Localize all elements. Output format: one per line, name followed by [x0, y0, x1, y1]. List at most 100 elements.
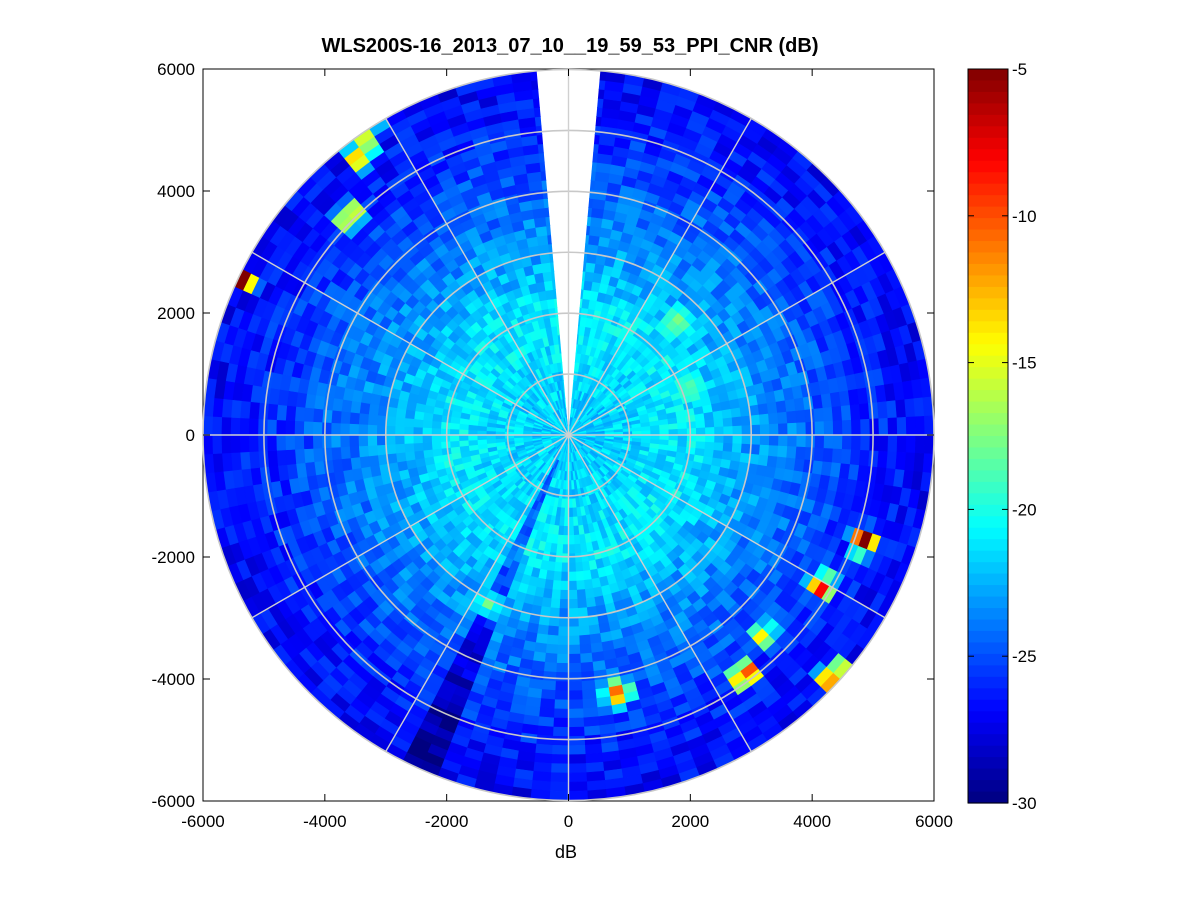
- cnr-cell: [714, 426, 725, 436]
- cnr-cell: [796, 422, 807, 436]
- cnr-cell: [547, 625, 559, 637]
- cnr-cell: [568, 535, 575, 545]
- cnr-cell: [568, 763, 587, 774]
- cnr-cell: [533, 752, 553, 764]
- colorbar-step: [968, 791, 1008, 804]
- cnr-cell: [924, 434, 935, 455]
- cnr-cell: [543, 280, 554, 291]
- cnr-cell: [568, 635, 580, 646]
- cnr-cell: [303, 420, 314, 436]
- cnr-cell: [220, 416, 232, 436]
- cnr-cell: [568, 608, 579, 619]
- cnr-cell: [339, 434, 350, 448]
- cnr-cell: [294, 448, 306, 464]
- cnr-cell: [550, 589, 561, 600]
- cnr-cell: [568, 790, 588, 801]
- colorbar-step: [968, 722, 1008, 735]
- cnr-cell: [203, 434, 213, 455]
- cnr-cell: [589, 225, 602, 237]
- cnr-cell: [577, 616, 589, 627]
- colorbar-step: [968, 585, 1008, 598]
- cnr-cell: [713, 418, 724, 428]
- cnr-cell: [535, 225, 548, 237]
- cnr-cell: [795, 409, 807, 424]
- colorbar-step: [968, 745, 1008, 758]
- cnr-cell: [787, 434, 798, 448]
- cnr-cell: [553, 708, 569, 719]
- x-axis-label: dB: [555, 842, 577, 862]
- cnr-cell: [394, 416, 406, 427]
- cnr-cell: [568, 662, 582, 673]
- cnr-cell: [284, 419, 296, 436]
- cnr-cell: [796, 434, 807, 448]
- cnr-cell: [841, 419, 853, 436]
- cnr-cell: [582, 707, 599, 719]
- colorbar-step: [968, 114, 1008, 127]
- colorbar-step: [968, 195, 1008, 208]
- cnr-cell: [858, 449, 870, 467]
- cnr-cell: [248, 434, 259, 453]
- cnr-cell: [768, 445, 779, 458]
- cnr-cell: [584, 588, 595, 599]
- cnr-cell: [220, 434, 232, 454]
- cnr-cell: [574, 561, 584, 573]
- cnr-cell: [581, 561, 591, 572]
- cnr-cell: [895, 399, 907, 419]
- cnr-cell: [266, 434, 277, 452]
- cnr-cell: [786, 410, 797, 424]
- cnr-cell: [458, 439, 469, 447]
- cnr-cell: [573, 543, 582, 554]
- cnr-cell: [559, 589, 569, 600]
- cnr-cell: [367, 413, 378, 426]
- cnr-cell: [367, 424, 378, 436]
- cnr-cell: [868, 450, 880, 468]
- cnr-cell: [533, 216, 547, 228]
- cnr-cell: [552, 726, 569, 737]
- colorbar-step: [968, 137, 1008, 150]
- cnr-cell: [568, 708, 584, 719]
- cnr-cell: [768, 423, 779, 436]
- cnr-cell: [887, 434, 898, 453]
- cnr-cell: [312, 421, 323, 436]
- cnr-cell: [904, 398, 916, 418]
- cnr-cell: [550, 754, 569, 765]
- cnr-cell: [541, 680, 556, 691]
- cnr-cell: [580, 551, 589, 563]
- cnr-cell: [572, 525, 580, 536]
- cnr-cell: [583, 579, 594, 590]
- cnr-cell: [813, 407, 825, 423]
- cnr-cell: [550, 598, 561, 609]
- cnr-cell: [555, 662, 569, 673]
- cnr-cell: [741, 425, 752, 436]
- cnr-cell: [239, 434, 250, 453]
- x-tick-label: -6000: [181, 812, 224, 831]
- colorbar-step: [968, 160, 1008, 173]
- cnr-cell: [549, 607, 560, 618]
- cnr-cell: [659, 424, 670, 431]
- cnr-cell: [581, 680, 596, 691]
- cnr-cell: [348, 434, 359, 447]
- cnr-cell: [257, 450, 269, 468]
- colorbar-step: [968, 206, 1008, 219]
- colorbar-step: [968, 344, 1008, 357]
- y-tick-label: -6000: [152, 792, 195, 811]
- cnr-cell: [312, 407, 324, 423]
- cnr-cell: [823, 420, 834, 436]
- cnr-cell: [467, 434, 478, 441]
- colorbar-step: [968, 80, 1008, 93]
- colorbar-step: [968, 91, 1008, 105]
- cnr-cell: [572, 516, 579, 527]
- cnr-cell: [556, 653, 569, 664]
- cnr-cell: [575, 580, 586, 591]
- cnr-cell: [886, 400, 898, 419]
- colorbar-step: [968, 424, 1008, 437]
- cnr-cell: [581, 689, 597, 700]
- cnr-cell: [766, 455, 778, 469]
- cnr-cell: [583, 716, 600, 728]
- cnr-cell: [578, 625, 590, 637]
- cnr-cell: [376, 414, 388, 426]
- colorbar-step: [968, 550, 1008, 563]
- colorbar-step: [968, 229, 1008, 242]
- cnr-cell: [535, 633, 548, 645]
- cnr-cell: [822, 448, 834, 464]
